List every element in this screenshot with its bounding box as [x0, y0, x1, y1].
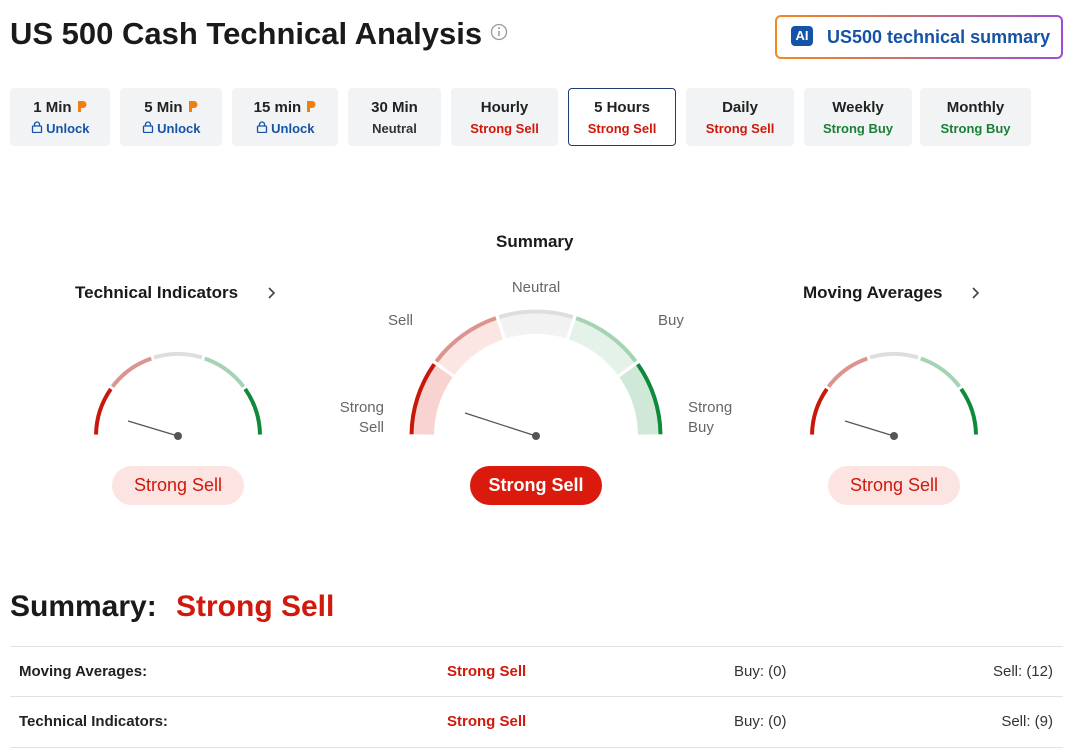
tab-status: Neutral [372, 121, 417, 136]
timeframe-tab[interactable]: Daily Strong Sell [686, 88, 794, 146]
gauge-edge [409, 363, 436, 435]
timeframe-tab[interactable]: 5 Min Unlock [120, 88, 222, 146]
gauge-label: Strong Sell [339, 399, 384, 436]
tab-status: Strong Sell [705, 121, 775, 136]
timeframe-tab[interactable]: Weekly Strong Buy [804, 88, 912, 146]
tab-status: Strong Sell [587, 121, 657, 136]
timeframe-tab[interactable]: Monthly Strong Buy [920, 88, 1031, 146]
gauge-label: Strong Buy [688, 399, 733, 436]
page-title: US 500 Cash Technical Analysis [10, 16, 483, 51]
gauge-pivot [532, 432, 540, 440]
lock-icon [256, 121, 267, 134]
tab-status-text: Unlock [46, 121, 90, 136]
gauge-segment [810, 387, 829, 435]
gauge-pivot [174, 432, 182, 440]
row-result: Strong Sell [447, 713, 527, 730]
tab-status: Strong Buy [822, 121, 894, 136]
pro-icon [188, 101, 198, 112]
gauge-edge [434, 316, 497, 363]
tab-label-text: 1 Min [33, 99, 72, 116]
ai-label: US500 technical summary [827, 27, 1051, 47]
pro-icon [307, 101, 316, 112]
timeframe-tab-active[interactable]: 5 Hours Strong Sell [568, 88, 676, 146]
tab-label: 5 Hours [594, 99, 650, 116]
gauge-band [435, 316, 504, 376]
summary-result: Strong Sell [176, 590, 335, 623]
gauge-label: Sell [387, 312, 413, 329]
gauge-band [410, 363, 453, 435]
lock-icon [142, 121, 153, 134]
gauge-title[interactable]: Moving Averages [803, 283, 943, 302]
tab-status: Unlock [10, 121, 110, 136]
gauge-needle [464, 412, 537, 437]
gauge-needle [844, 420, 895, 437]
ai-badge: AI [791, 26, 813, 46]
tab-label: Weekly [832, 99, 884, 116]
gauge-result: Strong Sell [112, 466, 244, 505]
gauge-label: Neutral [511, 279, 561, 296]
tab-label: 30 Min [371, 99, 418, 116]
timeframe-tab[interactable]: 15 min Unlock [232, 88, 338, 146]
gauge-segment [204, 356, 246, 388]
row-buy: Buy: (0) [734, 713, 787, 730]
gauge-band [498, 310, 574, 339]
lock-icon [31, 121, 42, 134]
ai-summary-button[interactable]: AI US500 technical summary [775, 15, 1063, 59]
tab-label-text: 5 Min [144, 99, 183, 116]
row-buy: Buy: (0) [734, 663, 787, 680]
tab-label-text: 15 min [253, 99, 302, 116]
row-sell: Sell: (12) [992, 663, 1053, 680]
chevron-icon [268, 287, 276, 299]
summary-heading: Summary: [10, 590, 157, 623]
gauge-title[interactable]: Technical Indicators [75, 283, 239, 302]
gauge-needle [127, 420, 179, 437]
gauge-segment [153, 352, 203, 360]
row-result: Strong Sell [447, 663, 527, 680]
gauge-band [568, 316, 637, 376]
row-label: Moving Averages: [19, 663, 148, 680]
gauge-result: Strong Sell [470, 466, 602, 505]
summary-row: Moving Averages: Strong Sell Buy: (0) Se… [10, 646, 1063, 697]
gauge-segment [869, 352, 919, 360]
tab-label: Daily [722, 99, 758, 116]
gauge-segment [94, 387, 113, 435]
tab-status-text: Unlock [157, 121, 201, 136]
tab-status: Unlock [232, 121, 338, 136]
gauge-edge [498, 309, 574, 319]
timeframe-tab[interactable]: 30 Min Neutral [348, 88, 441, 146]
gauge-label: Buy [658, 312, 684, 329]
tab-status: Strong Sell [470, 121, 539, 136]
info-icon [490, 23, 508, 41]
summary-row: Technical Indicators: Strong Sell Buy: (… [10, 696, 1063, 748]
tab-label: Hourly [480, 99, 529, 116]
tab-label: 5 Min [120, 99, 222, 116]
gauge-result: Strong Sell [828, 466, 960, 505]
gauge-segment [243, 387, 262, 435]
gauge-edge [575, 316, 638, 363]
chevron-icon [972, 287, 980, 299]
gauge-segment [959, 387, 978, 435]
timeframe-tab[interactable]: 1 Min Unlock [10, 88, 110, 146]
timeframe-tab[interactable]: Hourly Strong Sell [451, 88, 558, 146]
gauge-segment [826, 356, 868, 388]
row-sell: Sell: (9) [1001, 713, 1053, 730]
gauge-segment [110, 356, 152, 388]
gauge-band [619, 363, 662, 435]
tab-status: Unlock [120, 121, 222, 136]
tab-status-text: Unlock [271, 121, 315, 136]
tab-status: Strong Buy [940, 121, 1011, 136]
gauge-pivot [890, 432, 898, 440]
tab-label: 15 min [232, 99, 338, 116]
tab-label: 1 Min [10, 99, 110, 116]
row-label: Technical Indicators: [19, 713, 168, 730]
gauge-title: Summary [496, 232, 574, 251]
gauge-segment [920, 356, 962, 388]
gauge-edge [636, 363, 663, 435]
tab-label: Monthly [946, 99, 1005, 116]
pro-icon [77, 101, 87, 112]
